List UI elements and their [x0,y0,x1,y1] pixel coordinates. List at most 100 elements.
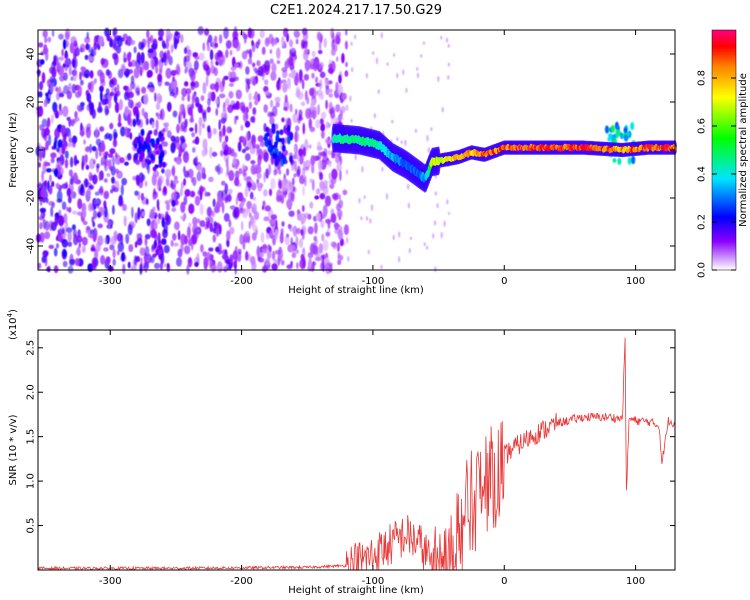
spectrogram-cell [116,232,123,242]
spectrogram-cell [296,262,299,269]
spectrogram-cell [178,114,181,125]
spectrogram-cell [55,182,60,189]
spectrogram-cell [294,145,297,153]
spectrogram-cell [279,79,283,85]
spectrogram-cell [318,79,323,90]
spectrogram-cell [309,178,313,184]
spectrogram-cell [63,213,68,224]
spectrogram-cell [153,129,158,136]
spectrogram-cell [152,253,157,258]
spectrogram-cell [109,148,116,155]
spectrogram-cell [196,252,200,263]
spectrogram-cluster-cell [146,143,151,153]
spectrogram-cell [165,67,172,79]
spectrogram-cell [252,225,258,232]
spectrogram-cell [257,66,264,77]
spectrogram-cell [358,198,361,204]
spectrogram-cell [90,184,95,190]
spectrogram-cell [328,172,332,180]
spectrogram-cluster-cell [277,157,281,162]
spectrogram-cell [184,235,188,245]
spectrogram-cell [113,95,117,102]
spectrogram-cell [173,175,178,181]
spectrogram-cell [38,162,41,168]
spectrogram-cell [115,152,118,159]
spectrogram-cell [47,265,51,273]
spectrogram-cell [228,82,234,87]
spectrogram-cell [245,66,250,75]
x-tick-label: 100 [626,576,645,587]
spectrogram-cell [206,206,212,217]
spectrogram-cell [65,28,71,39]
spectrogram-cell [165,177,170,187]
spectrogram-cell [327,67,334,74]
spectrogram-cell [84,54,89,61]
spectrogram-cell [335,156,340,164]
spectrogram-cell [330,241,337,248]
spectrogram-cell [104,151,109,156]
spectrogram-cell [49,66,55,74]
spectrogram-cell [232,157,237,166]
spectrogram-y-axis-label: Frequency (Hz) [8,112,19,188]
spectrogram-cluster-cell [149,153,154,160]
x-tick-label: -200 [230,276,253,287]
spectrogram-cluster-cell [134,153,139,159]
spectrogram-cell [70,186,73,199]
spectrogram-cell [380,32,383,39]
spectrogram-cell [252,107,257,115]
spectrogram-cell [336,242,340,253]
x-tick-label: -300 [99,276,122,287]
spectrogram-cell [41,118,48,128]
spectrogram-cell [285,180,292,192]
spectrogram-cell [392,53,396,57]
spectrogram-cell [338,194,342,200]
spectrogram-cell [202,82,207,94]
spectrogram-cell [264,205,271,212]
spectrogram-cell [263,104,269,113]
spectrogram-cell [156,93,162,104]
spectrogram-cell [396,72,399,79]
spectrogram-cell [340,105,346,114]
spectrogram-cell [331,168,338,180]
spectrogram-cluster-cell [145,158,150,163]
spectrogram-cell [216,228,219,237]
spectrogram-cell [301,41,308,49]
snr-plot-area [38,330,675,570]
spectrogram-cell [157,232,161,244]
spectrogram-cell [56,147,60,152]
spectrogram-cell [174,136,180,143]
spectrogram-cell [241,148,246,154]
spectrogram-cell [133,255,137,266]
spectrogram-cell [304,59,311,71]
spectrogram-cell [172,233,177,241]
spectrogram-cell [224,196,228,204]
spectrogram-cluster-cell [275,134,280,144]
spectrogram-cell [85,164,90,170]
spectrogram-cell [287,223,292,230]
spectrogram-cell [170,44,174,54]
spectrogram-cell [373,113,377,119]
spectrogram-cell [36,70,42,75]
spectrogram-cell [336,163,342,172]
spectrogram-cell [137,214,141,220]
spectrogram-cell [125,72,129,79]
spectrogram-cell [110,157,115,162]
spectrogram-cell [98,35,104,47]
spectrogram-cell [84,73,89,78]
spectrogram-cell [225,39,232,49]
spectrogram-cell [92,174,98,185]
spectrogram-cell [116,250,120,256]
spectrogram-cell [81,105,85,111]
spectrogram-cell [342,189,348,196]
spectrogram-cell [185,88,192,95]
spectrogram-cell [48,93,52,99]
spectrogram-cell [44,37,48,44]
spectrogram-cell [241,164,246,170]
spectrogram-cell [123,85,128,91]
spectrogram-cell [69,156,74,168]
spectrogram-cell [144,180,148,187]
spectrogram-cell [305,108,311,119]
spectrogram-cell [265,257,270,265]
spectrogram-cell [164,169,172,179]
spectrogram-cell [54,214,59,227]
